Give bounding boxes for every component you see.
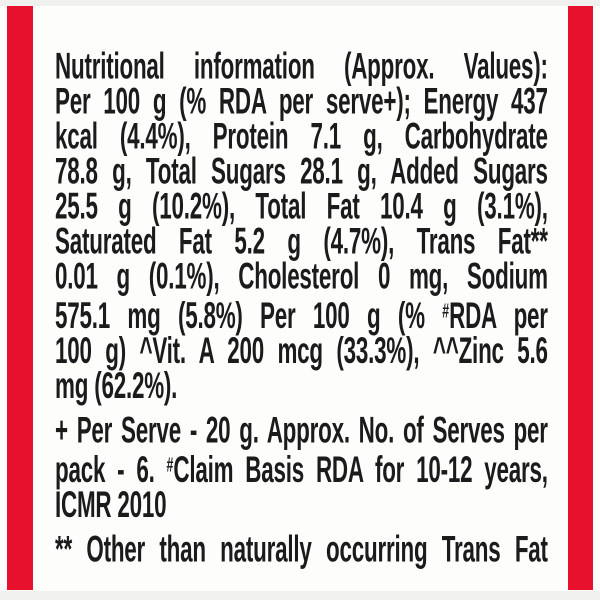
label-line: kcal (4.4%), Protein 7.1 g, Carbohydrate (55, 117, 548, 154)
label-line: + Per Serve - 20 g. Approx. No. of Serve… (55, 411, 548, 448)
bottom-edge-strip (0, 591, 600, 600)
label-line-text: ** Other than naturally occurring Trans … (55, 527, 548, 570)
label-line: mg (62.2%). (55, 367, 548, 404)
label-line: ** Other than naturally occurring Trans … (55, 530, 548, 567)
label-line-text: Nutritional information (Approx. Values)… (55, 44, 548, 87)
label-line-text: kcal (4.4%), Protein 7.1 g, Carbohydrate (55, 114, 548, 157)
red-bar-right (568, 6, 593, 590)
label-line-text: 78.8 g, Total Sugars 28.1 g, Added Sugar… (55, 149, 548, 192)
label-line: ICMR 2010 (55, 486, 548, 523)
label-line-text: 575.1 mg (5.8%) Per 100 g (% (55, 294, 443, 337)
label-line: Nutritional information (Approx. Values)… (55, 47, 548, 84)
label-line: 0.01 g (0.1%), Cholesterol 0 mg, Sodium (55, 257, 548, 294)
red-bar-left (7, 6, 33, 590)
label-line-text: ICMR 2010 (55, 483, 167, 526)
label-line: 100 g) ^Vit. A 200 mcg (33.3%), ^^Zinc 5… (55, 332, 548, 369)
superscript-marker: # (442, 298, 450, 323)
label-line-text: pack - 6. (55, 448, 167, 491)
label-text: Nutritional information (Approx. Values)… (55, 47, 548, 568)
label-line-text: 100 g) ^Vit. A 200 mcg (33.3%), ^^Zinc 5… (55, 329, 548, 372)
label-line: pack - 6. #Claim Basis RDA for 10-12 yea… (55, 447, 548, 488)
superscript-marker: # (166, 453, 174, 477)
label-line: 78.8 g, Total Sugars 28.1 g, Added Sugar… (55, 152, 548, 189)
label-line-text: Saturated Fat 5.2 g (4.7%), Trans Fat** (55, 219, 548, 262)
label-line: Saturated Fat 5.2 g (4.7%), Trans Fat** (55, 222, 548, 259)
label-line-text: 0.01 g (0.1%), Cholesterol 0 mg, Sodium (55, 254, 548, 297)
label-line: 25.5 g (10.2%), Total Fat 10.4 g (3.1%), (55, 187, 548, 224)
label-line-text: 25.5 g (10.2%), Total Fat 10.4 g (3.1%), (55, 184, 548, 227)
label-line: Per 100 g (% RDA per serve+); Energy 437 (55, 82, 548, 119)
label-line-text: mg (62.2%). (55, 364, 178, 407)
label-line-text: RDA per (449, 294, 548, 337)
label-line-text: Per 100 g (% RDA per serve+); Energy 437 (55, 79, 548, 122)
label-line-text: Claim Basis RDA for 10-12 years, (173, 448, 548, 491)
top-edge-strip (0, 0, 600, 6)
label-line: 575.1 mg (5.8%) Per 100 g (% #RDA per (55, 293, 548, 337)
label-line-text: + Per Serve - 20 g. Approx. No. of Serve… (55, 408, 548, 451)
